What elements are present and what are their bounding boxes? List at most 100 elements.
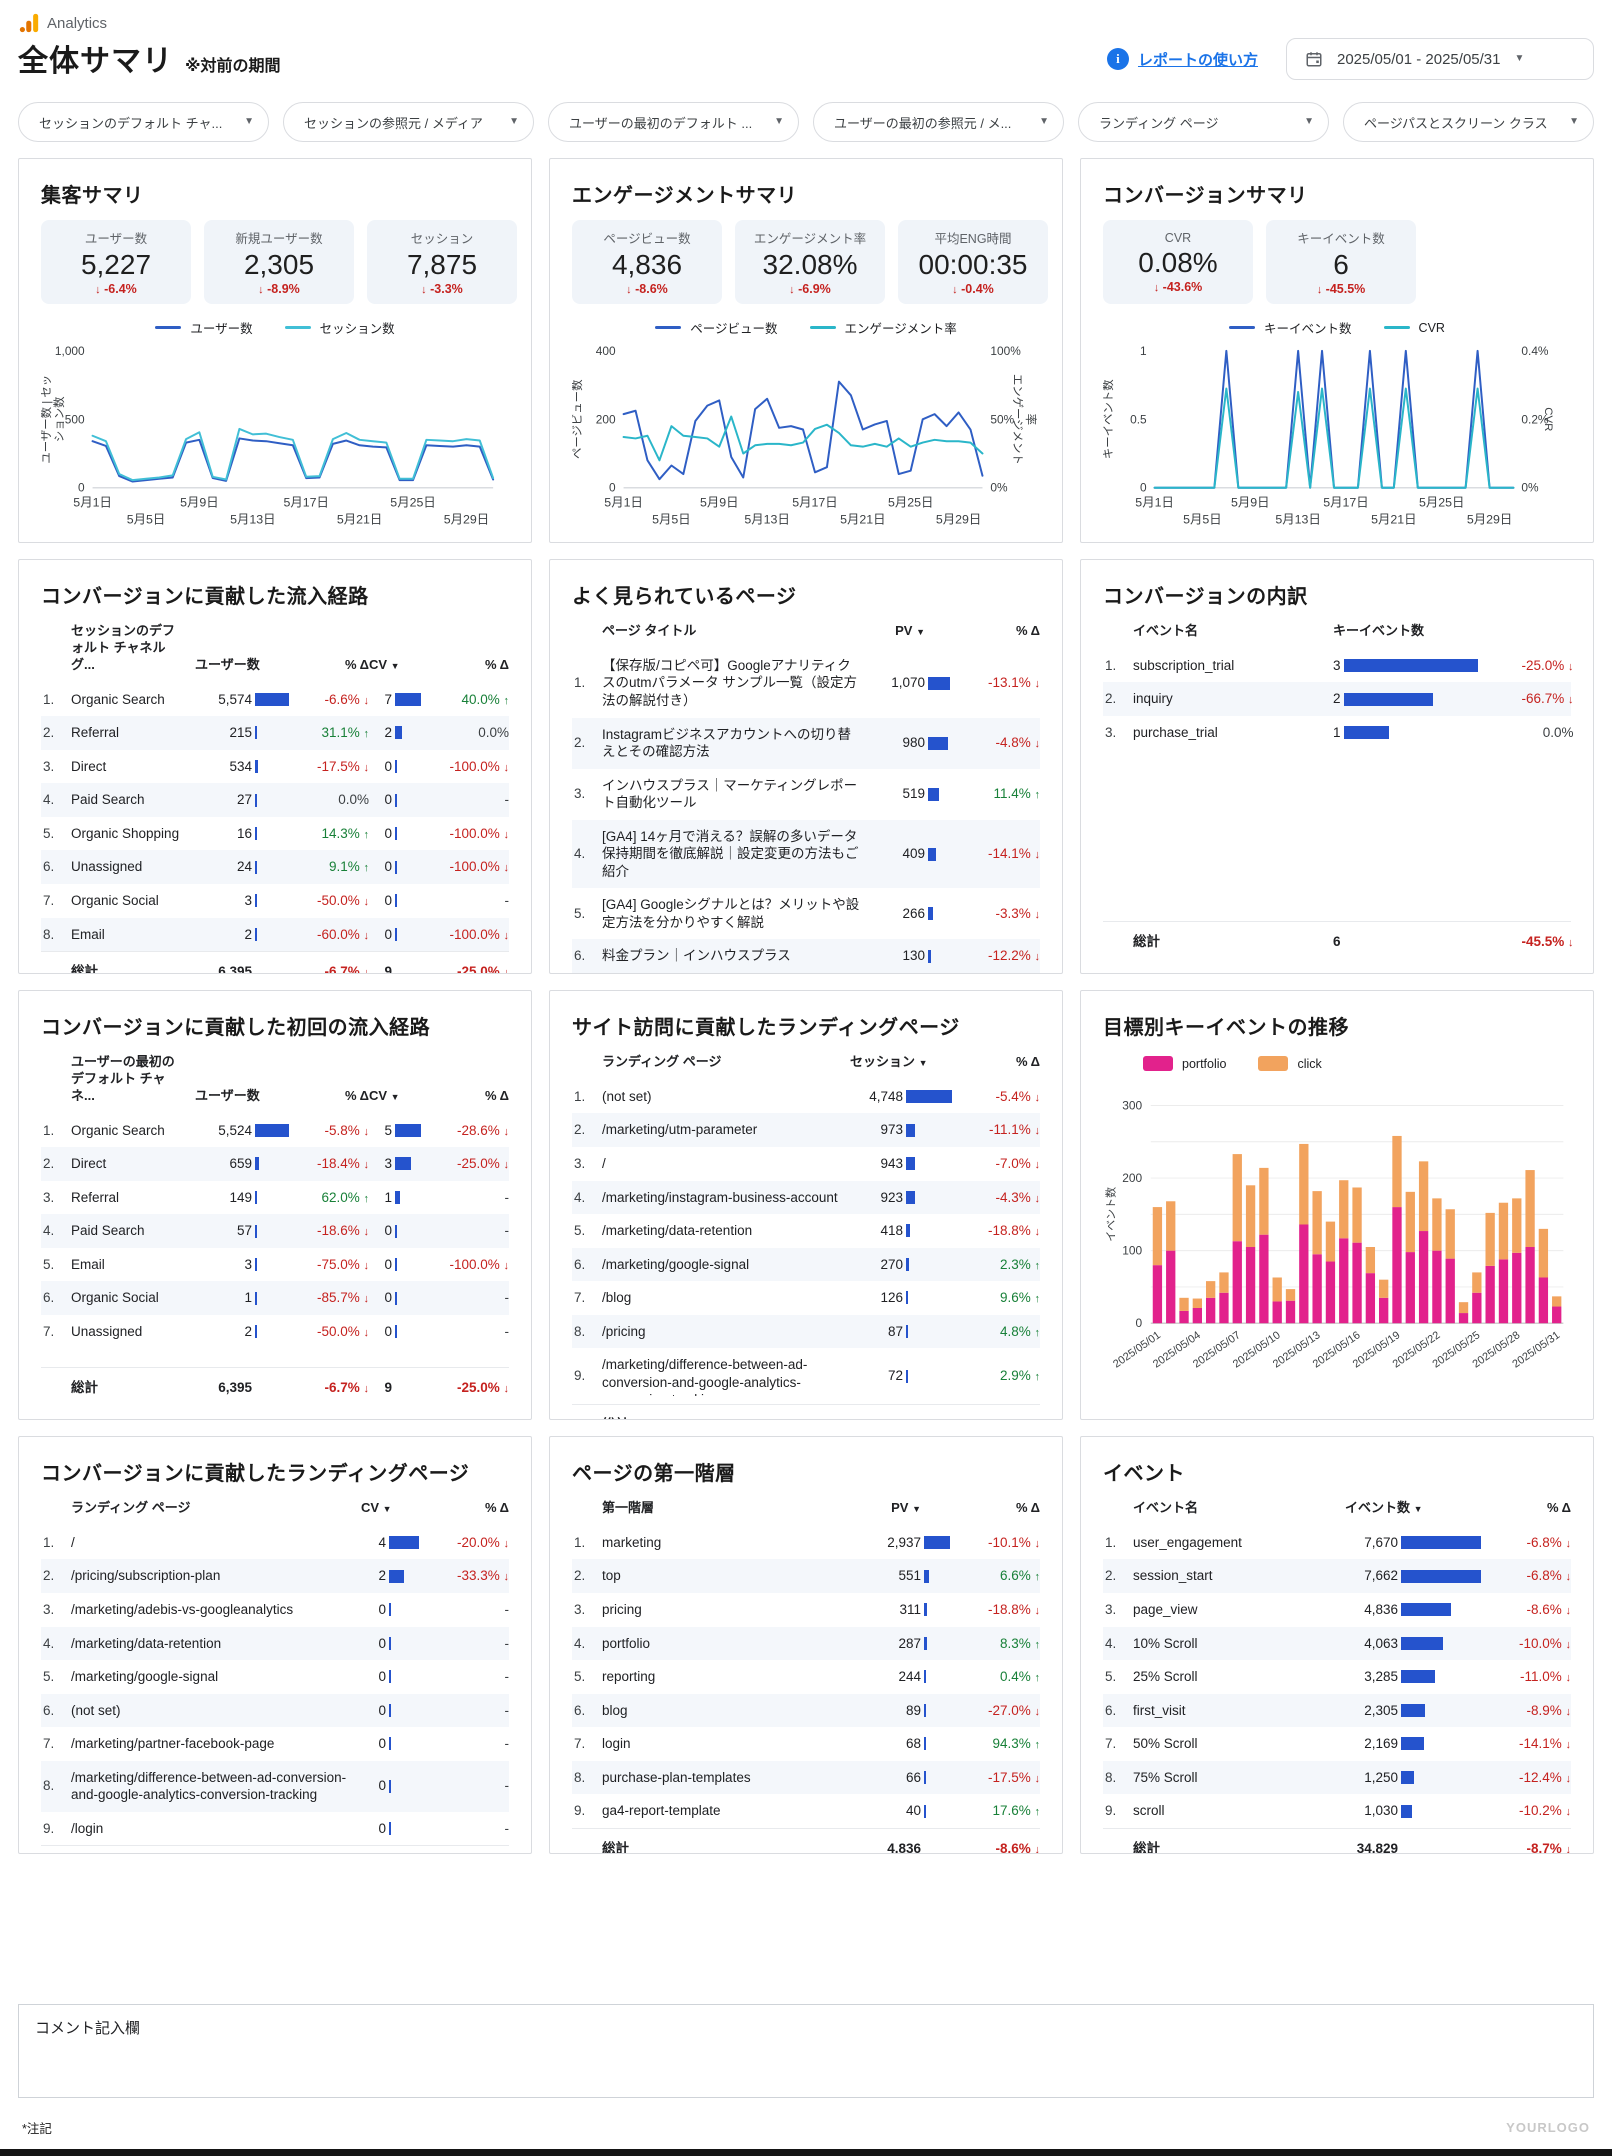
column-header[interactable]: PV ▼ (868, 1500, 954, 1517)
column-header[interactable]: イベント数 ▼ (1345, 1500, 1485, 1517)
table-row[interactable]: 7.Web広告・SNS・MEO対応のサブスクリプシ96-38.9% ↓ (572, 973, 1040, 974)
table-row[interactable]: 9. scroll 1,030 -10.2% ↓ (1103, 1794, 1571, 1828)
column-header[interactable]: % Δ (1546, 1500, 1571, 1515)
column-header[interactable]: CV ▼ (361, 1500, 423, 1517)
table-row[interactable]: 4. Paid Search 27 0.0% 0 - (41, 783, 509, 817)
table-row[interactable]: 6. (not set) 0 - (41, 1693, 509, 1728)
table-row[interactable]: 9. /marketing/difference-between-ad-conve… (572, 1348, 1040, 1404)
table-row[interactable]: 1. marketing 2,937 -10.1% ↓ (572, 1526, 1040, 1560)
table-row[interactable]: 2. /marketing/utm-parameter 973 -11.1% ↓ (572, 1113, 1040, 1147)
filter-pill-5[interactable]: ランディング ページ ▼ (1078, 102, 1329, 142)
table-row[interactable]: 6. Unassigned 24 9.1% ↑ 0 -100.0% ↓ (41, 850, 509, 884)
column-header[interactable]: ランディング ページ (602, 1054, 722, 1069)
filter-pill-1[interactable]: セッションのデフォルト チャ... ▼ (18, 102, 269, 142)
table-row[interactable]: 2. inquiry 2 -66.7% ↓ (1103, 682, 1574, 716)
table-row[interactable]: 5. [GA4] Googleシグナルとは？メリットや設定方法を分かりやすく解説 2… (572, 888, 1040, 939)
column-header[interactable]: セッション ▼ (850, 1054, 956, 1071)
filter-pill-6[interactable]: ページパスとスクリーン クラス ▼ (1343, 102, 1594, 142)
table-row[interactable]: 1. user_engagement 7,670 -6.8% ↓ (1103, 1526, 1571, 1560)
column-header[interactable]: % Δ (484, 656, 509, 672)
column-header[interactable]: ユーザーの最初のデフォルト チャネ... (71, 1054, 175, 1103)
table-row[interactable]: 1. 【保存版/コピペ可】Googleアナリティクスのutmパラメータ サンプル一… (572, 649, 1040, 718)
table-row[interactable]: 3. / 943 -7.0% ↓ (572, 1147, 1040, 1181)
column-header[interactable]: イベント名 (1133, 1500, 1199, 1515)
column-header[interactable]: % Δ (344, 656, 369, 672)
table-row[interactable]: 5. /marketing/data-retention 418 -18.8% ↓ (572, 1214, 1040, 1248)
delta-cell: -100.0% ↓ (425, 858, 509, 876)
table-row[interactable]: 3. インハウスプラス｜マーケティングレポート自動化ツール 519 11.4% ↑ (572, 769, 1040, 820)
table-row[interactable]: 4. /marketing/data-retention 0 - (41, 1626, 509, 1661)
table-row[interactable]: 5. /marketing/google-signal 0 - (41, 1660, 509, 1694)
date-range-picker[interactable]: 2025/05/01 - 2025/05/31 ▼ (1286, 38, 1594, 80)
table-row[interactable]: 7. Unassigned 2 -50.0% ↓ 0 - (41, 1315, 509, 1349)
table-row[interactable]: 2. Instagramビジネスアカウントへの切り替えとその確認方法 980 -4.8… (572, 717, 1040, 769)
table-row[interactable]: 6. 料金プラン｜インハウスプラス 130 -12.2% ↓ (572, 939, 1040, 973)
table-row[interactable]: 3. pricing 311 -18.8% ↓ (572, 1593, 1040, 1627)
delta-cell: 14.3% ↑ (293, 825, 369, 843)
table-row[interactable]: 2. Direct 659 -18.4% ↓ 3 -25.0% ↓ (41, 1147, 509, 1181)
report-help-link[interactable]: i レポートの使い方 (1106, 48, 1258, 70)
table-row[interactable]: 8. 75% Scroll 1,250 -12.4% ↓ (1103, 1760, 1571, 1795)
filter-pill-3[interactable]: ユーザーの最初のデフォルト ... ▼ (548, 102, 799, 142)
table-row[interactable]: 4. [GA4] 14ヶ月で消える？誤解の多いデータ保持期間を徹底解説｜設定変更の… (572, 819, 1040, 889)
column-header[interactable]: ユーザー数 (195, 657, 293, 674)
column-header[interactable]: 第一階層 (602, 1500, 655, 1515)
table-row[interactable]: 9. /login 0 - (41, 1812, 509, 1846)
table-row[interactable]: 5. Email 3 -75.0% ↓ 0 -100.0% ↓ (41, 1248, 509, 1282)
table-row[interactable]: 1. subscription_trial 3 -25.0% ↓ (1103, 649, 1574, 683)
column-header[interactable]: CV ▼ (369, 1088, 425, 1105)
table-row[interactable]: 8. /pricing 87 4.8% ↑ (572, 1314, 1040, 1349)
column-header[interactable]: % Δ (1015, 1054, 1040, 1069)
column-header[interactable]: イベント名 (1133, 623, 1199, 638)
table-row[interactable]: 7. /marketing/partner-facebook-page 0 - (41, 1727, 509, 1761)
column-header[interactable]: % Δ (484, 1087, 509, 1103)
table-row[interactable]: 7. login 68 94.3% ↑ (572, 1727, 1040, 1761)
filter-pill-4[interactable]: ユーザーの最初の参照元 / メ... ▼ (813, 102, 1064, 142)
table-row[interactable]: 4. 10% Scroll 4,063 -10.0% ↓ (1103, 1626, 1571, 1661)
table-row[interactable]: 4. Paid Search 57 -18.6% ↓ 0 - (41, 1214, 509, 1248)
comment-box[interactable]: コメント記入欄 (18, 2004, 1594, 2098)
table-row[interactable]: 2. top 551 6.6% ↑ (572, 1559, 1040, 1593)
table-row[interactable]: 1. / 4 -20.0% ↓ (41, 1526, 509, 1560)
table-row[interactable]: 3. page_view 4,836 -8.6% ↓ (1103, 1593, 1571, 1627)
table-row[interactable]: 6. blog 89 -27.0% ↓ (572, 1693, 1040, 1728)
table-row[interactable]: 6. Organic Social 1 -85.7% ↓ 0 - (41, 1281, 509, 1315)
column-header[interactable]: % Δ (344, 1087, 369, 1103)
column-header[interactable]: ユーザー数 (195, 1088, 293, 1105)
table-row[interactable]: 3. Referral 149 62.0% ↑ 1 - (41, 1181, 509, 1215)
column-header[interactable]: PV ▼ (872, 623, 954, 640)
table-row[interactable]: 1. Organic Search 5,524 -5.8% ↓ 5 -28.6% ↓ (41, 1114, 509, 1148)
column-header[interactable]: セッションのデフォルト チャネル グ... (71, 623, 176, 672)
table-row[interactable]: 1. Organic Search 5,574 -6.6% ↓ 7 40.0% ↑ (41, 683, 509, 717)
table-row[interactable]: 8. Email 2 -60.0% ↓ 0 -100.0% ↓ (41, 917, 509, 952)
table-row[interactable]: 8. purchase-plan-templates 66 -17.5% ↓ (572, 1760, 1040, 1795)
column-header[interactable]: % Δ (1565, 623, 1593, 640)
column-header[interactable]: CV ▼ (369, 657, 425, 674)
table-row[interactable]: 7. 50% Scroll 2,169 -14.1% ↓ (1103, 1727, 1571, 1761)
table-row[interactable]: 5. Organic Shopping 16 14.3% ↑ 0 -100.0% ↓ (41, 817, 509, 851)
table-row[interactable]: 7. /blog 126 9.6% ↑ (572, 1281, 1040, 1315)
table-row[interactable]: 1. (not set) 4,748 -5.4% ↓ (572, 1080, 1040, 1114)
table-row[interactable]: 7. Organic Social 3 -50.0% ↓ 0 - (41, 884, 509, 918)
table-row[interactable]: 2. Referral 215 31.1% ↑ 2 0.0% (41, 716, 509, 750)
table-row[interactable]: 9. ga4-report-template 40 17.6% ↑ (572, 1794, 1040, 1828)
table-row[interactable]: 5. reporting 244 0.4% ↑ (572, 1660, 1040, 1694)
filter-pill-2[interactable]: セッションの参照元 / メディア ▼ (283, 102, 534, 142)
table-row[interactable]: 3. /marketing/adebis-vs-googleanalytics 0 - (41, 1593, 509, 1627)
table-row[interactable]: 8. /marketing/difference-between-ad-conve… (41, 1760, 509, 1812)
table-row[interactable]: 3. Direct 534 -17.5% ↓ 0 -100.0% ↓ (41, 750, 509, 784)
column-header[interactable]: ランディング ページ (71, 1500, 191, 1515)
column-header[interactable]: キーイベント数 (1333, 623, 1565, 640)
table-row[interactable]: 5. 25% Scroll 3,285 -11.0% ↓ (1103, 1660, 1571, 1694)
column-header[interactable]: % Δ (1015, 623, 1040, 638)
column-header[interactable]: % Δ (1015, 1500, 1040, 1515)
column-header[interactable]: % Δ (484, 1500, 509, 1515)
table-row[interactable]: 2. /pricing/subscription-plan 2 -33.3% ↓ (41, 1559, 509, 1593)
table-row[interactable]: 3. purchase_trial 1 0.0% (1103, 716, 1574, 750)
column-header[interactable]: ページ タイトル (602, 623, 697, 638)
table-row[interactable]: 4. portfolio 287 8.3% ↑ (572, 1626, 1040, 1661)
table-row[interactable]: 6. first_visit 2,305 -8.9% ↓ (1103, 1693, 1571, 1728)
table-row[interactable]: 4. /marketing/instagram-business-account 9… (572, 1180, 1040, 1215)
table-row[interactable]: 6. /marketing/google-signal 270 2.3% ↑ (572, 1247, 1040, 1282)
table-row[interactable]: 2. session_start 7,662 -6.8% ↓ (1103, 1559, 1571, 1593)
